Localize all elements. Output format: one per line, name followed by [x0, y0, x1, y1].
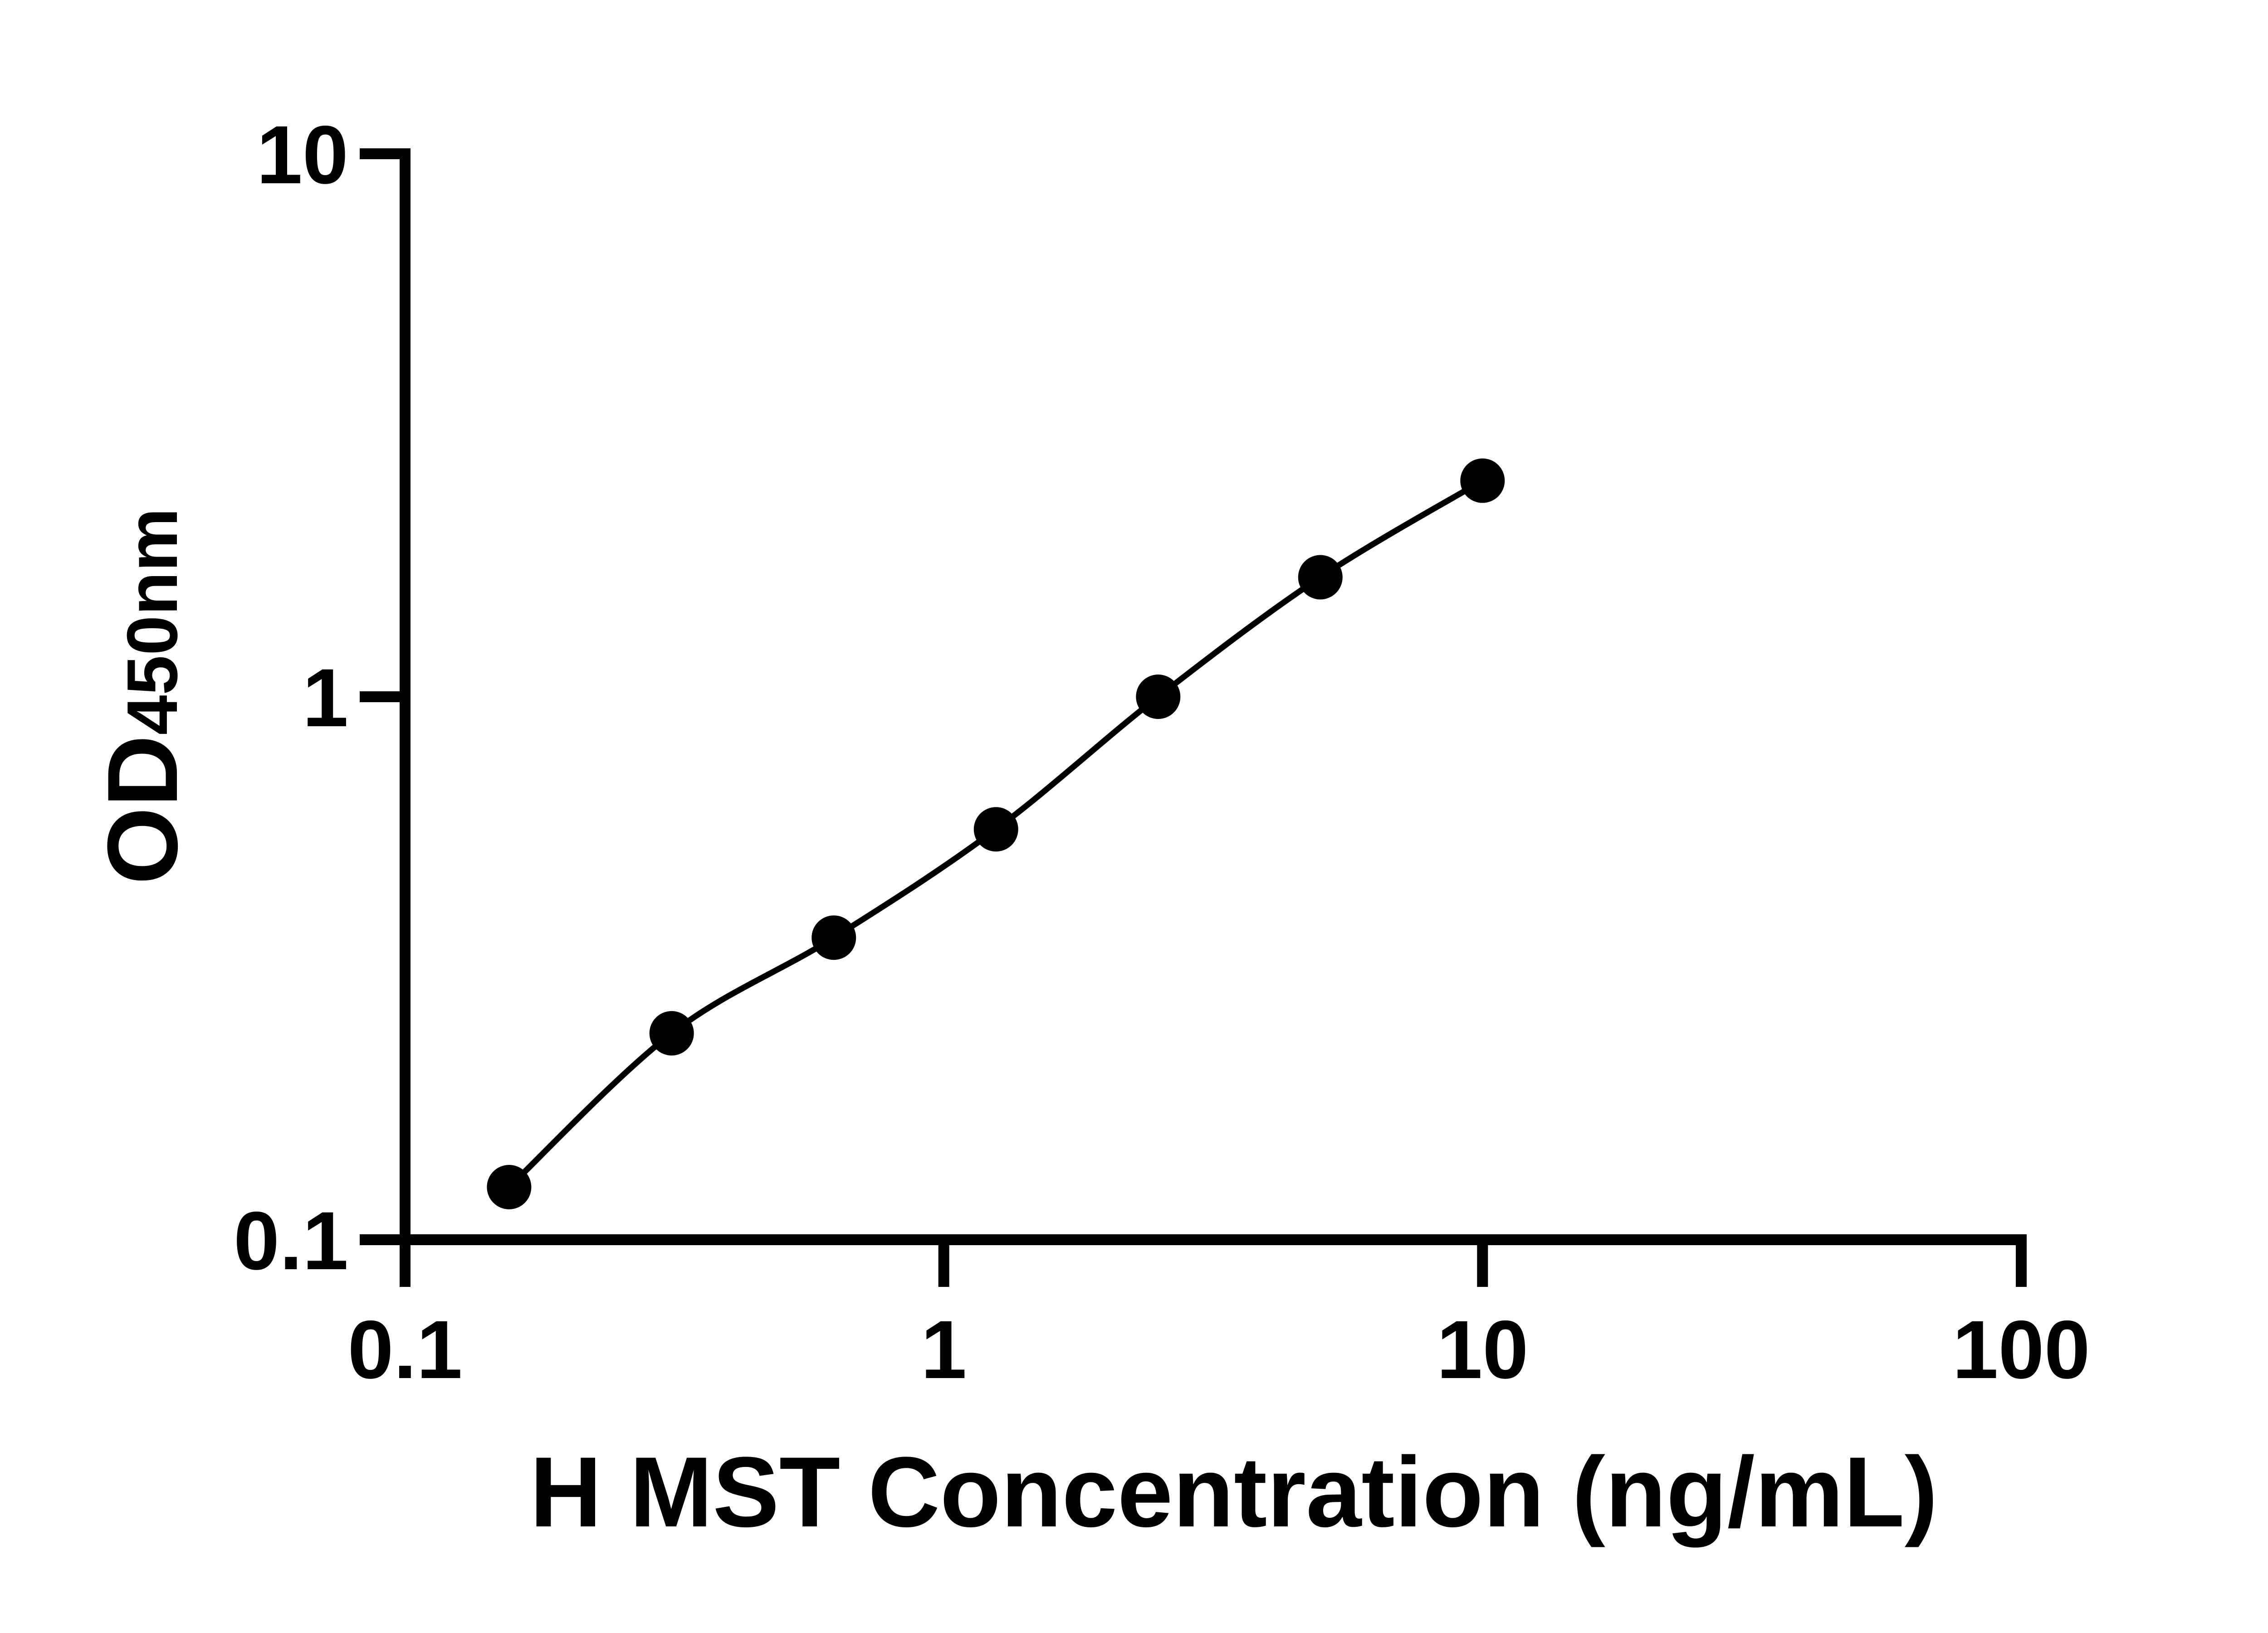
x-axis-ticks [400, 1245, 2027, 1287]
y-tick-0.1 [360, 1234, 400, 1245]
data-points [487, 458, 1505, 1209]
data-point-x-10 [1460, 458, 1505, 503]
y-tick-1 [360, 691, 400, 702]
y-tick-10 [360, 148, 400, 159]
x-tick-label-10: 10 [1437, 1303, 1528, 1396]
x-tick-0.1 [400, 1245, 411, 1287]
y-tick-label-1: 1 [303, 651, 348, 744]
x-tick-1 [938, 1245, 949, 1287]
data-point-x-5 [1298, 555, 1343, 600]
axes [400, 148, 2027, 1245]
y-axis-ticks [360, 148, 400, 1245]
data-point-x-0.3125 [649, 1011, 694, 1056]
y-tick-label-0.1: 0.1 [234, 1194, 348, 1287]
x-tick-label-100: 100 [1952, 1303, 2090, 1396]
y-axis-title-subscript: 450nm [112, 508, 192, 735]
x-axis-title: H MST Concentration (ng/mL) [530, 1436, 1938, 1548]
x-tick-label-0.1: 0.1 [347, 1303, 462, 1396]
data-point-x-0.625 [811, 915, 856, 960]
x-axis-tick-labels: 0.1 1 10 100 [347, 1303, 2090, 1396]
x-tick-label-1: 1 [921, 1303, 967, 1396]
x-axis-line [400, 1234, 2027, 1245]
y-axis-title: OD450nm [87, 508, 198, 885]
y-axis-tick-labels: 10 1 0.1 [234, 108, 348, 1287]
y-axis-title-main: OD [87, 735, 198, 885]
y-tick-label-10: 10 [257, 108, 348, 201]
data-point-x-0.156 [487, 1164, 532, 1209]
data-point-x-1.25 [973, 807, 1018, 852]
axis-titles: H MST Concentration (ng/mL) OD450nm [87, 508, 1938, 1548]
x-tick-10 [1477, 1245, 1488, 1287]
y-axis-line [400, 148, 411, 1245]
x-tick-100 [2016, 1245, 2027, 1287]
data-point-x-2.5 [1136, 675, 1181, 719]
